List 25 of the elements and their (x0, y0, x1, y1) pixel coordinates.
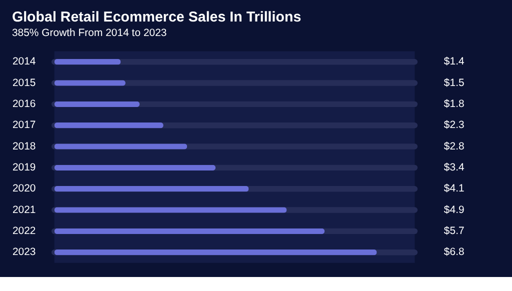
bar (54, 122, 164, 128)
data-label: $1.5 (444, 78, 464, 89)
y-tick-label: 2019 (12, 162, 36, 174)
bar (54, 58, 121, 65)
data-label: $2.3 (444, 120, 464, 132)
y-tick-label: 2017 (12, 120, 36, 132)
y-tick-label: 2023 (12, 247, 36, 258)
y-tick-label: 2014 (12, 56, 36, 68)
y-tick-label: 2018 (12, 141, 36, 152)
chart-title: Global Retail Ecommerce Sales In Trillions (12, 10, 302, 26)
y-tick-label: 2022 (12, 226, 36, 238)
y-tick-label: 2020 (12, 184, 36, 195)
bar (54, 101, 140, 108)
y-tick-label: 2015 (12, 78, 36, 89)
y-tick-label: 2021 (12, 204, 36, 216)
data-label: $1.8 (444, 99, 464, 110)
chart-subtitle: 385% Growth From 2014 to 2023 (12, 28, 167, 40)
data-label: $4.9 (444, 204, 464, 216)
data-label: $1.4 (444, 56, 464, 68)
data-label: $5.7 (444, 226, 464, 238)
y-tick-label: 2016 (12, 99, 36, 110)
data-label: $4.1 (444, 184, 464, 195)
data-label: $2.8 (444, 141, 464, 152)
data-label: $6.8 (444, 247, 464, 258)
data-label: $3.4 (444, 162, 464, 174)
